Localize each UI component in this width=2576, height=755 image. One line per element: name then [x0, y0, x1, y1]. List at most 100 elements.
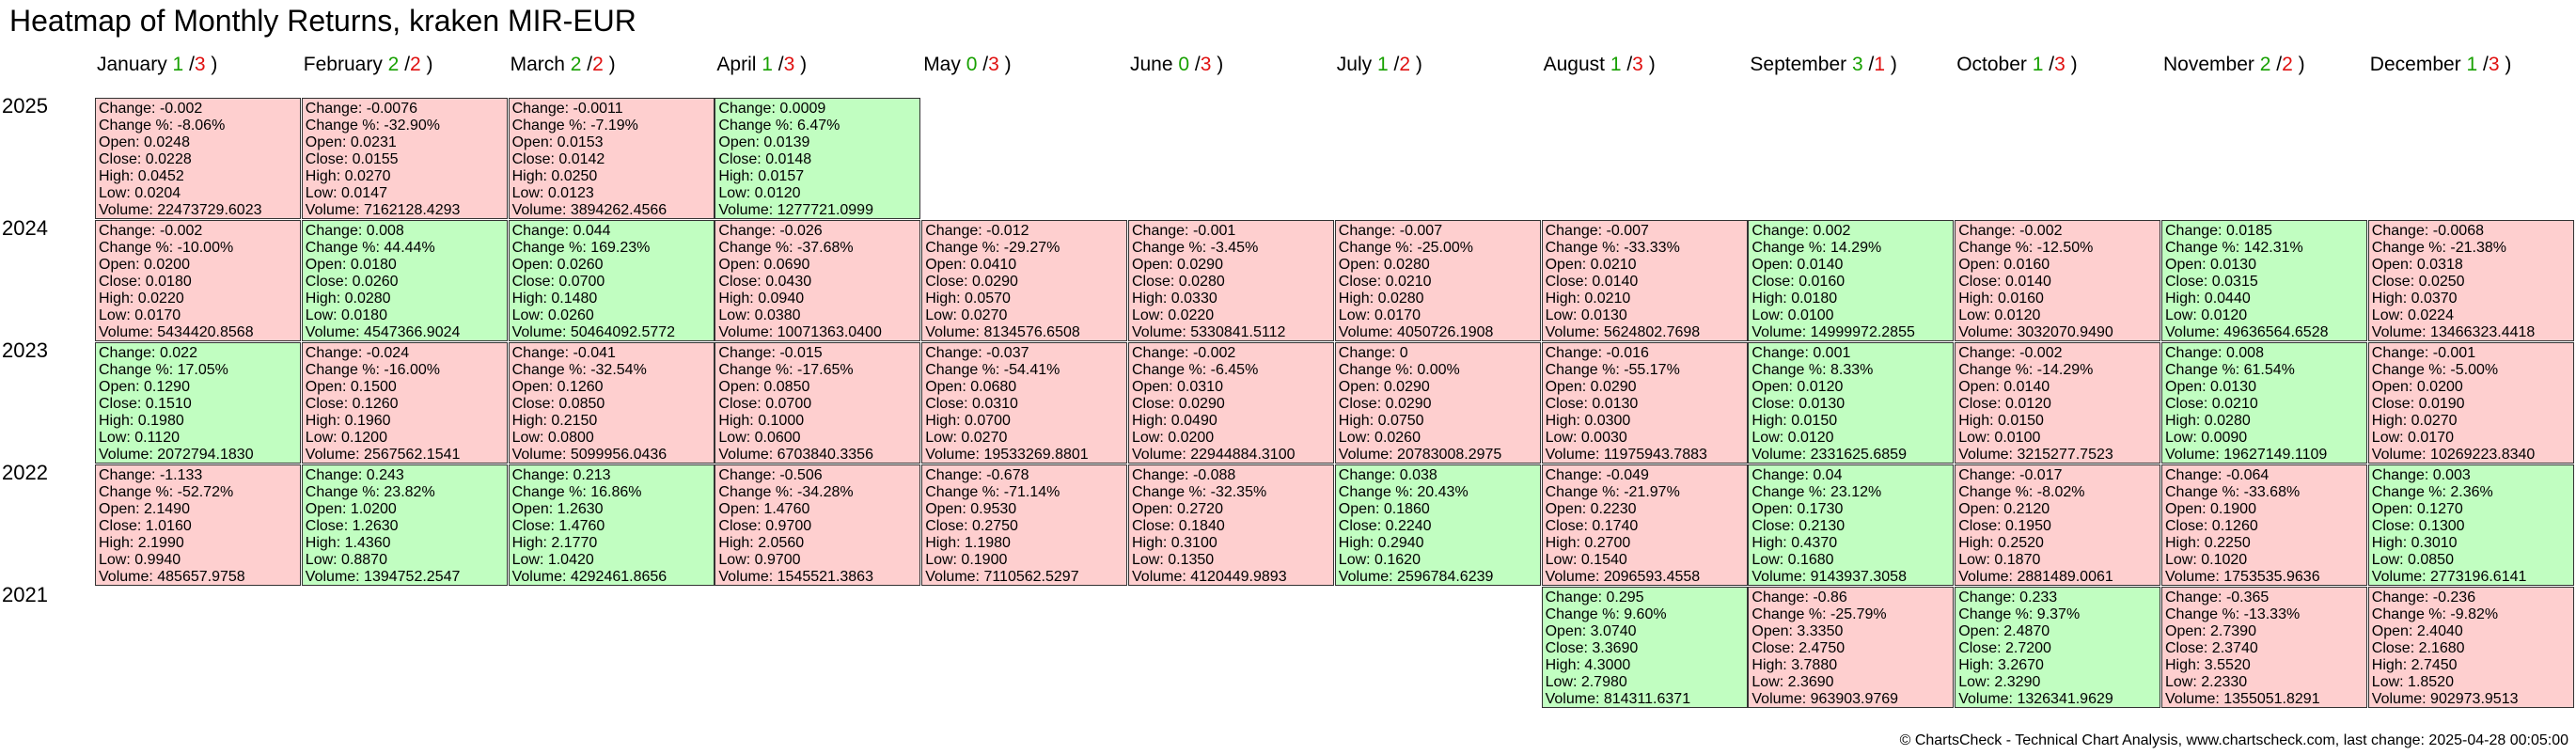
heatmap-cell-2023-may: Change: -0.037 Change %: -54.41% Open: 0.0… [921, 342, 1128, 464]
month-header-september: September 3 /1 ) [1750, 51, 1896, 79]
month-header-february: February 2 /2 ) [304, 51, 433, 79]
cell-volume: Volume: 1277721.0999 [718, 202, 873, 218]
cell-close: Close: 0.0190 [2371, 396, 2465, 412]
cell-volume: Volume: 2773196.6141 [2371, 569, 2527, 585]
month-header-may: May 0 /3 ) [923, 51, 1011, 79]
cell-high: High: 3.7880 [1751, 657, 1838, 673]
cell-low: Low: 0.1620 [1338, 552, 1421, 568]
month-name: September [1750, 54, 1852, 75]
cell-high: High: 0.2150 [511, 413, 598, 429]
cell-close: Close: 0.1300 [2371, 518, 2465, 534]
cell-change: Change: -0.0011 [511, 101, 623, 117]
heatmap-cell-2023-september: Change: 0.001 Change %: 8.33% Open: 0.0120… [1748, 342, 1955, 464]
month-header-april: April 1 /3 ) [716, 51, 807, 79]
cell-change-pct: Change %: 9.60% [1545, 606, 1667, 622]
month-up-count: 0 [966, 54, 978, 75]
cell-open: Open: 0.1260 [511, 379, 604, 395]
cell-high: High: 0.4370 [1751, 535, 1838, 551]
heatmap-cell-2023-june: Change: -0.002 Change %: -6.45% Open: 0.03… [1128, 342, 1334, 464]
cell-volume: Volume: 13466323.4418 [2371, 324, 2536, 340]
cell-close: Close: 0.0160 [1751, 274, 1846, 290]
cell-change-pct: Change %: -7.19% [511, 118, 638, 134]
month-up-count: 1 [2032, 54, 2044, 75]
cell-volume: Volume: 2096593.4558 [1545, 569, 1701, 585]
month-count-separator: / [399, 54, 411, 75]
cell-low: Low: 0.1120 [99, 430, 180, 446]
cell-change-pct: Change %: -32.54% [511, 362, 647, 378]
cell-volume: Volume: 2072794.1830 [99, 447, 254, 463]
cell-high: High: 2.0560 [718, 535, 805, 551]
cell-change: Change: 0.243 [305, 467, 404, 483]
cell-open: Open: 0.9530 [925, 501, 1017, 517]
cell-close: Close: 0.0140 [1958, 274, 2051, 290]
cell-close: Close: 0.1740 [1545, 518, 1639, 534]
cell-volume: Volume: 485657.9758 [99, 569, 245, 585]
cell-open: Open: 0.1900 [2165, 501, 2256, 517]
heatmap-cell-2025-february: Change: -0.0076 Change %: -32.90% Open: 0.… [301, 98, 508, 219]
cell-change: Change: -0.007 [1338, 223, 1443, 239]
heatmap-cell-2021-december: Change: -0.236 Change %: -9.82% Open: 2.40… [2367, 587, 2574, 708]
cell-volume: Volume: 50464092.5772 [511, 324, 676, 340]
cell-high: High: 0.0150 [1751, 413, 1838, 429]
cell-change-pct: Change %: -55.17% [1545, 362, 1680, 378]
heatmap-cell-2022-september: Change: 0.04 Change %: 23.12% Open: 0.1730… [1748, 464, 1955, 586]
copyright-footer: © ChartsCheck - Technical Chart Analysis… [1899, 732, 2568, 748]
cell-change: Change: -0.007 [1545, 223, 1649, 239]
month-name: October [1956, 54, 2033, 75]
month-count-separator: / [1621, 54, 1633, 75]
cell-high: High: 0.0157 [718, 168, 805, 184]
month-count-separator: / [1189, 54, 1201, 75]
month-name: August [1543, 54, 1610, 75]
cell-change-pct: Change %: 23.12% [1751, 484, 1882, 500]
cell-change: Change: 0.044 [511, 223, 611, 239]
month-count-close: ) [1885, 54, 1897, 75]
month-name: March [510, 54, 571, 75]
month-down-count: 3 [988, 54, 999, 75]
cell-close: Close: 1.2630 [305, 518, 399, 534]
cell-open: Open: 0.0850 [718, 379, 810, 395]
cell-volume: Volume: 4120449.9893 [1132, 569, 1287, 585]
cell-high: High: 0.1980 [99, 413, 184, 429]
heatmap-cell-2023-july: Change: 0 Change %: 0.00% Open: 0.0290 Clos… [1334, 342, 1541, 464]
month-header-october: October 1 /3 ) [1956, 51, 2077, 79]
month-name: February [303, 54, 388, 75]
cell-open: Open: 0.0410 [925, 257, 1017, 273]
cell-low: Low: 0.8870 [305, 552, 387, 568]
cell-volume: Volume: 1394752.2547 [305, 569, 461, 585]
cell-high: High: 1.1980 [925, 535, 1011, 551]
month-down-count: 2 [410, 54, 421, 75]
month-count-separator: / [2043, 54, 2055, 75]
cell-high: High: 0.0280 [1338, 291, 1424, 307]
cell-change: Change: -0.365 [2165, 590, 2270, 606]
month-down-count: 2 [2282, 54, 2293, 75]
cell-high: High: 0.0250 [511, 168, 598, 184]
cell-close: Close: 0.0260 [305, 274, 399, 290]
cell-high: High: 0.3010 [2371, 535, 2458, 551]
heatmap-cell-2024-december: Change: -0.0068 Change %: -21.38% Open: 0.… [2367, 220, 2574, 341]
cell-open: Open: 0.2230 [1545, 501, 1637, 517]
cell-open: Open: 0.0290 [1338, 379, 1430, 395]
cell-volume: Volume: 8134576.6508 [925, 324, 1080, 340]
heatmap-cell-2024-may: Change: -0.012 Change %: -29.27% Open: 0.0… [921, 220, 1128, 341]
cell-close: Close: 0.0315 [2165, 274, 2258, 290]
month-down-count: 3 [783, 54, 795, 75]
heatmap-cell-2025-april: Change: 0.0009 Change %: 6.47% Open: 0.013… [715, 98, 921, 219]
heatmap-cell-2024-january: Change: -0.002 Change %: -10.00% Open: 0.0… [95, 220, 301, 341]
cell-open: Open: 0.0200 [99, 257, 190, 273]
cell-change-pct: Change %: -8.06% [99, 118, 226, 134]
cell-volume: Volume: 2567562.1541 [305, 447, 461, 463]
cell-open: Open: 0.0280 [1338, 257, 1430, 273]
cell-change-pct: Change %: 6.47% [718, 118, 840, 134]
month-down-count: 1 [1874, 54, 1885, 75]
month-name: April [716, 54, 762, 75]
cell-change: Change: 0.022 [99, 345, 197, 361]
cell-volume: Volume: 14999972.2855 [1751, 324, 1915, 340]
cell-volume: Volume: 49636564.6528 [2165, 324, 2329, 340]
month-down-count: 3 [2054, 54, 2066, 75]
cell-change-pct: Change %: 169.23% [511, 240, 651, 256]
cell-open: Open: 1.4760 [718, 501, 810, 517]
cell-volume: Volume: 19533269.8801 [925, 447, 1089, 463]
month-name: July [1336, 54, 1377, 75]
cell-change-pct: Change %: 2.36% [2371, 484, 2493, 500]
cell-high: High: 0.0180 [1751, 291, 1838, 307]
